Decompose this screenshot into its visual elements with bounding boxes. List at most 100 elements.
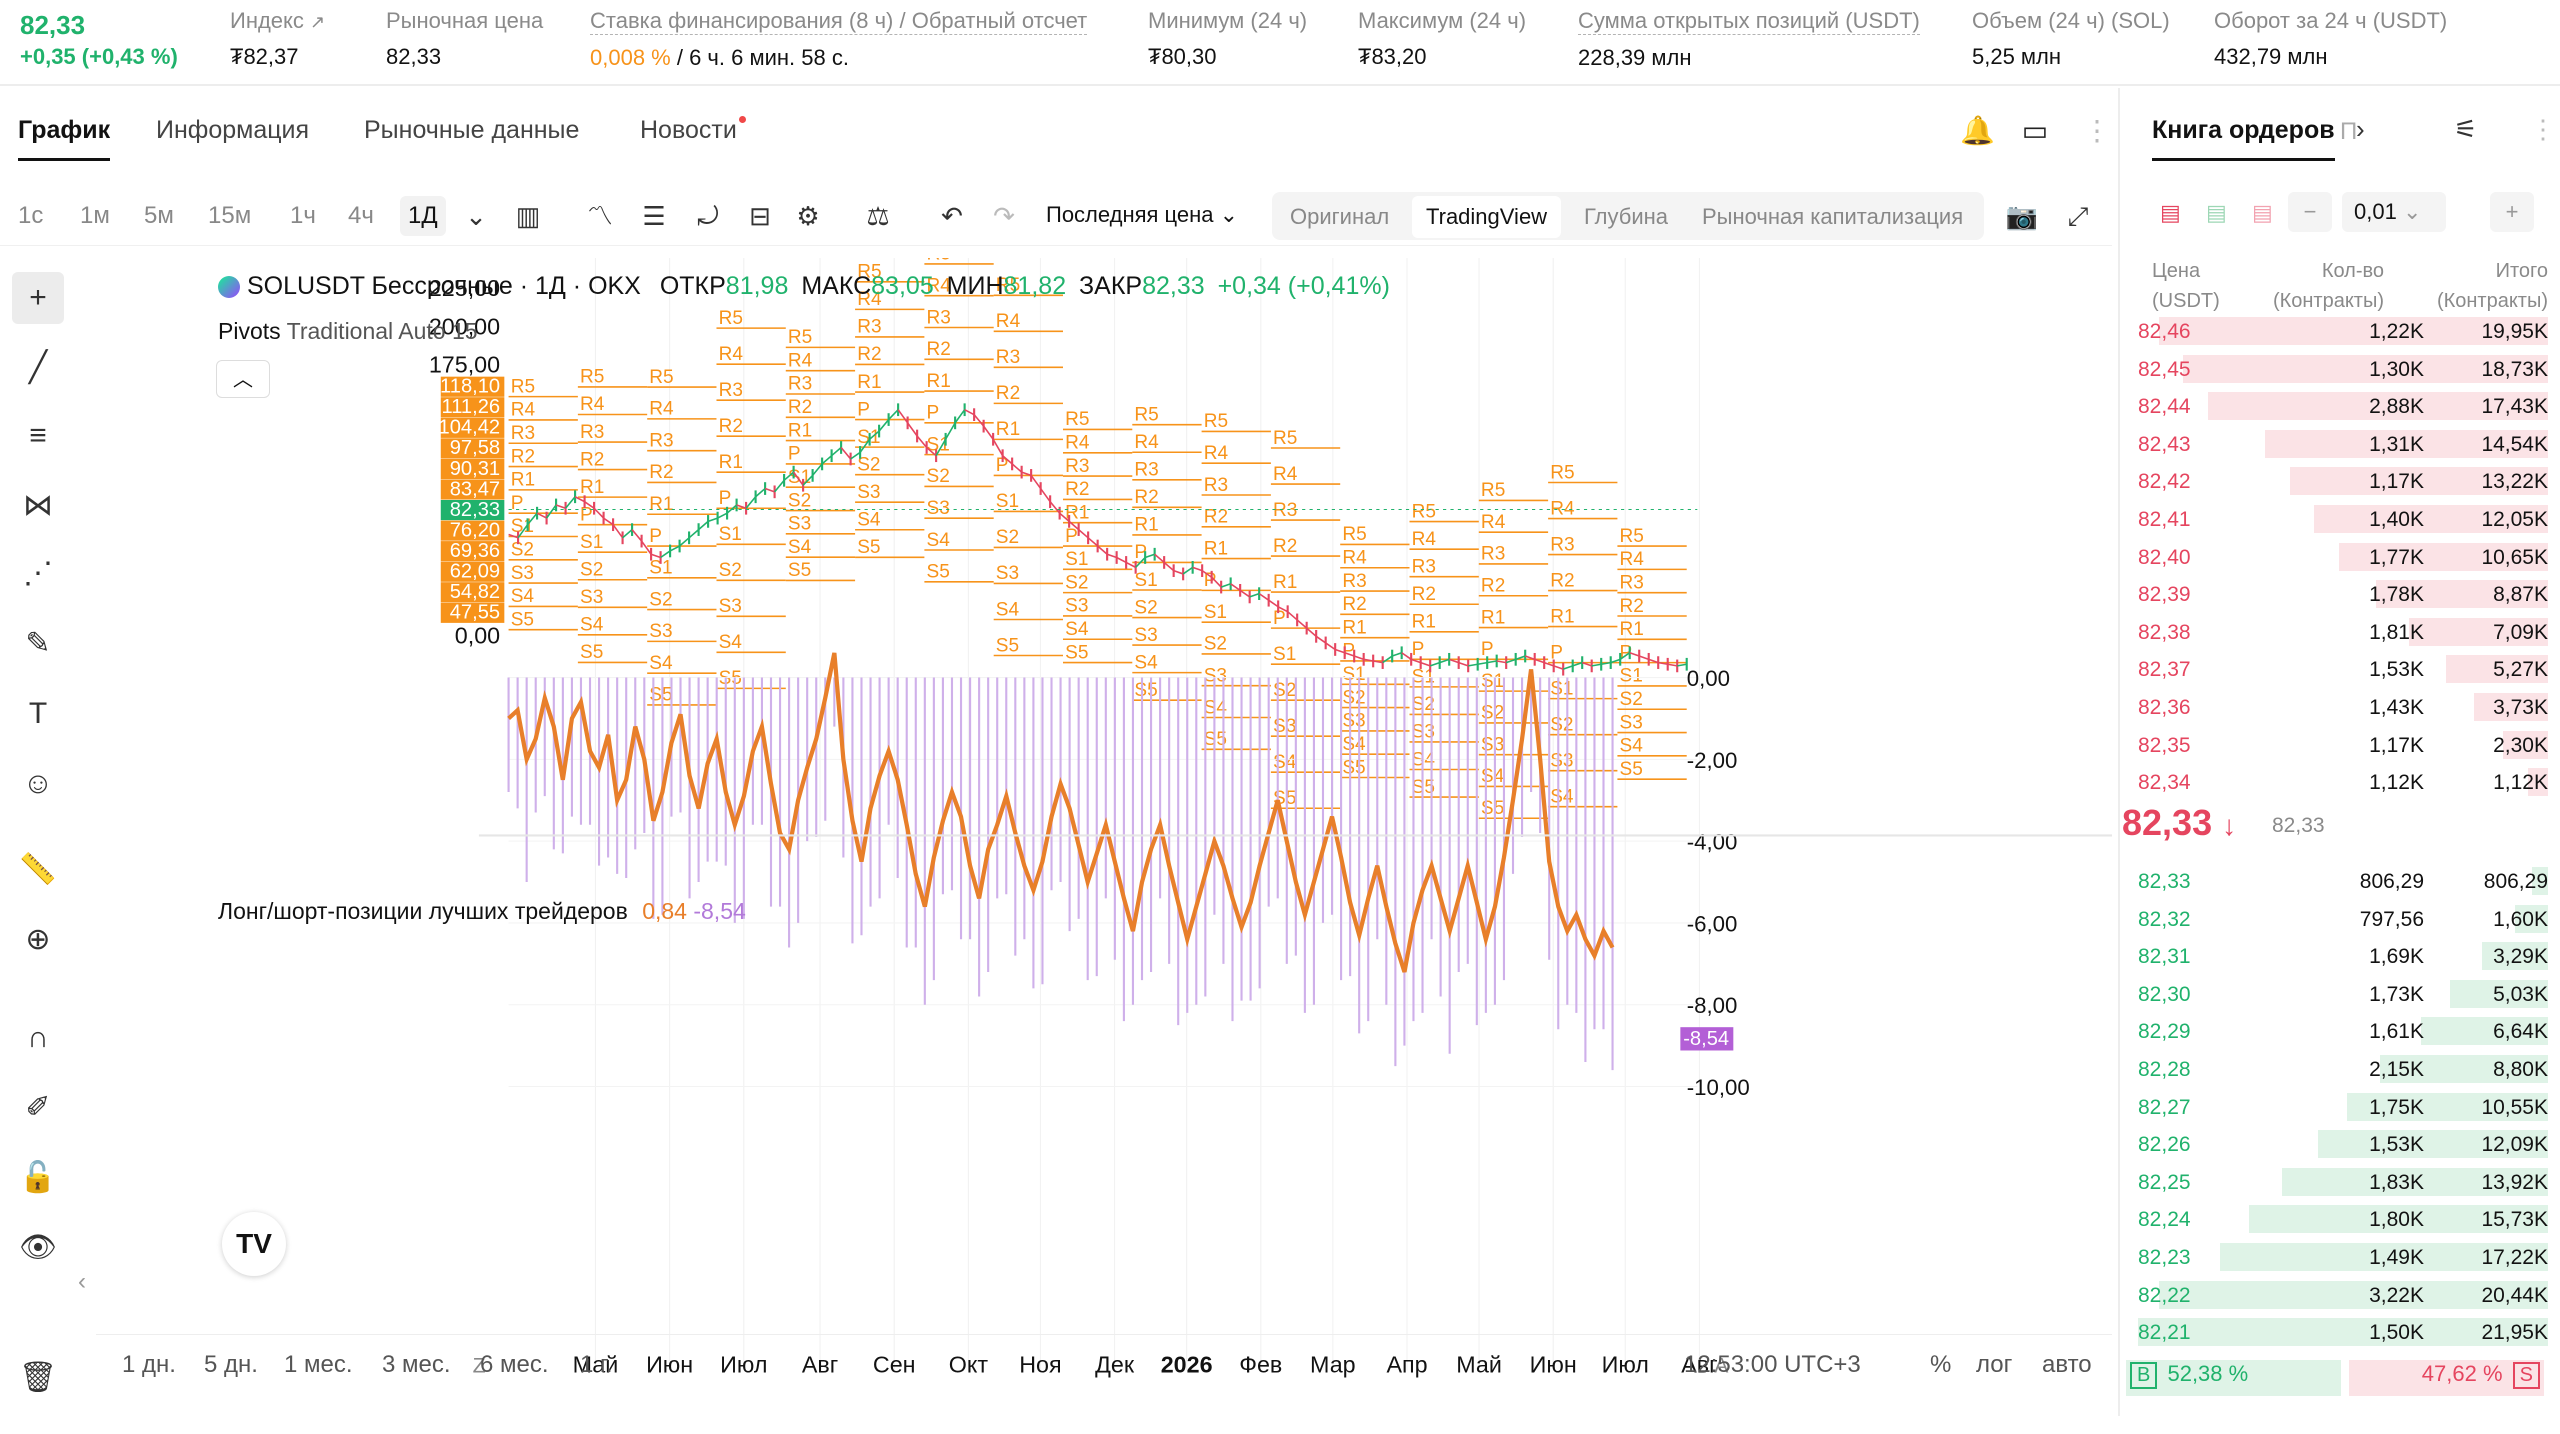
range-1y[interactable]: 1 г. <box>580 1351 613 1378</box>
bid-row[interactable]: 82,31 1,69K 3,29K <box>2138 939 2548 973</box>
brush-icon[interactable]: ✎ <box>25 627 51 660</box>
undo-icon[interactable]: ↶ <box>941 201 963 231</box>
timeframe-1d[interactable]: 1Д <box>400 196 446 236</box>
bid-row[interactable]: 82,21 1,50K 21,95K <box>2138 1315 2548 1349</box>
tab-chart[interactable]: График <box>18 116 111 161</box>
ask-row[interactable]: 82,36 1,43K 3,73K <box>2138 690 2548 724</box>
tab-info[interactable]: Информация <box>156 116 310 144</box>
timeframe-1h[interactable]: 1ч <box>290 202 316 229</box>
redo-icon[interactable]: ↷ <box>993 201 1015 231</box>
magnet-icon[interactable]: ∩ <box>27 1021 49 1054</box>
ask-row[interactable]: 82,46 1,22K 19,95K <box>2138 314 2548 348</box>
window-icon[interactable]: ▭ <box>2021 115 2049 146</box>
bid-row[interactable]: 82,30 1,73K 5,03K <box>2138 977 2548 1011</box>
sub-legend[interactable]: Лонг/шорт-позиции лучших трейдеров 0,84 … <box>218 898 746 925</box>
external-link-icon[interactable]: ↗ <box>310 12 326 32</box>
bid-row[interactable]: 82,32 797,56 1,60K <box>2138 902 2548 936</box>
chevron-right-icon[interactable]: › <box>2356 114 2365 144</box>
horizontal-lines-icon[interactable]: ≡ <box>29 419 47 452</box>
gear-icon[interactable]: ⚙ <box>796 201 820 231</box>
stat-label[interactable]: Сумма открытых позиций (USDT) <box>1578 8 1920 35</box>
bid-row[interactable]: 82,28 2,15K 8,80K <box>2138 1052 2548 1086</box>
ask-row[interactable]: 82,39 1,78K 8,87K <box>2138 577 2548 611</box>
stat-label[interactable]: Ставка финансирования (8 ч) / Обратный о… <box>590 8 1088 35</box>
bid-row[interactable]: 82,33 806,29 806,29 <box>2138 864 2548 898</box>
fib-icon[interactable]: ⋰ <box>23 557 53 590</box>
tab-order-book[interactable]: Книга ордеров <box>2152 116 2335 161</box>
bid-row[interactable]: 82,23 1,49K 17,22K <box>2138 1240 2548 1274</box>
view-both-icon[interactable]: ▤ <box>2160 200 2181 225</box>
bell-icon[interactable]: 🔔 <box>1960 115 1995 146</box>
log-toggle[interactable]: лог <box>1976 1351 2013 1378</box>
ruler-icon[interactable]: 📏 <box>19 853 57 886</box>
bid-row[interactable]: 82,29 1,61K 6,64K <box>2138 1014 2548 1048</box>
crosshair-icon[interactable]: + <box>12 272 64 324</box>
ask-row[interactable]: 82,34 1,12K 1,12K <box>2138 765 2548 799</box>
ask-row[interactable]: 82,45 1,30K 18,73K <box>2138 352 2548 386</box>
percent-toggle[interactable]: % <box>1930 1351 1952 1378</box>
range-6m[interactable]: 6 мес. <box>480 1351 549 1378</box>
bid-row[interactable]: 82,24 1,80K 15,73K <box>2138 1202 2548 1236</box>
replay-icon[interactable]: ⤾ <box>697 201 719 231</box>
step-select[interactable]: 0,01 ⌄ <box>2342 192 2446 232</box>
ask-row[interactable]: 82,37 1,53K 5,27K <box>2138 652 2548 686</box>
emoji-icon[interactable]: ☺ <box>22 767 54 800</box>
chevron-left-icon[interactable]: ‹ <box>78 1268 86 1295</box>
candles-icon[interactable]: ▥ <box>515 201 541 231</box>
text-icon[interactable]: T <box>28 697 48 730</box>
view-asks-icon[interactable]: ▤ <box>2252 200 2273 225</box>
template-icon[interactable]: ⊟ <box>749 201 771 231</box>
bid-row[interactable]: 82,22 3,22K 20,44K <box>2138 1278 2548 1312</box>
ask-row[interactable]: 82,41 1,40K 12,05K <box>2138 502 2548 536</box>
view-bids-icon[interactable]: ▤ <box>2206 200 2227 225</box>
trend-line-icon[interactable]: ╱ <box>28 351 48 384</box>
zoom-in-icon[interactable]: ⊕ <box>25 923 51 956</box>
camera-icon[interactable]: 📷 <box>2005 201 2039 231</box>
tab-news[interactable]: Новости <box>640 116 746 145</box>
timeframe-1s[interactable]: 1с <box>18 202 44 229</box>
timeframe-5m[interactable]: 5м <box>144 202 174 229</box>
ask-row[interactable]: 82,42 1,17K 13,22K <box>2138 464 2548 498</box>
lock-drawing-icon[interactable]: ✐ <box>25 1091 51 1124</box>
tab-trades[interactable]: П <box>2340 118 2358 145</box>
timeframe-1m[interactable]: 1м <box>80 202 110 229</box>
bid-row[interactable]: 82,25 1,83K 13,92K <box>2138 1165 2548 1199</box>
ask-row[interactable]: 82,35 1,17K 2,30K <box>2138 728 2548 762</box>
tab-market-data[interactable]: Рыночные данные <box>364 116 580 144</box>
bid-row[interactable]: 82,26 1,53K 12,09K <box>2138 1127 2548 1161</box>
list-icon[interactable]: ☰ <box>642 201 666 231</box>
lock-icon[interactable]: 🔓 <box>19 1161 57 1194</box>
last-trade-price[interactable]: 82,33 ↓ <box>2122 802 2236 844</box>
sliders-icon[interactable]: ⚟ <box>2454 114 2478 144</box>
view-tradingview[interactable]: TradingView <box>1412 196 1562 238</box>
price-chart[interactable]: R5R4R3R2R1PS1S2S3S4S5R5R4R3R2R1PS1S2S3S4… <box>96 258 2112 1398</box>
auto-toggle[interactable]: авто <box>2042 1351 2092 1378</box>
ask-row[interactable]: 82,38 1,81K 7,09K <box>2138 615 2548 649</box>
eye-icon[interactable]: 👁 <box>18 1231 58 1264</box>
trash-icon[interactable]: 🗑 <box>18 1361 58 1394</box>
range-5d[interactable]: 5 дн. <box>204 1351 258 1378</box>
scale-icon[interactable]: ⚖ <box>866 201 890 231</box>
fullscreen-icon[interactable]: ⤢ <box>2067 201 2089 231</box>
ask-row[interactable]: 82,44 2,88K 17,43K <box>2138 389 2548 423</box>
ask-row[interactable]: 82,43 1,31K 14,54K <box>2138 427 2548 461</box>
chevron-down-icon[interactable]: ⌄ <box>465 201 487 231</box>
drag-handle-icon[interactable]: ⋮ <box>2083 115 2111 146</box>
ask-row[interactable]: 82,40 1,77K 10,65K <box>2138 540 2548 574</box>
clock[interactable]: 12:53:00 UTC+3 <box>1684 1351 1861 1378</box>
chart-title[interactable]: SOLUSDT Бессрочные · 1Д · OKX <box>246 272 641 300</box>
drag-handle-icon[interactable]: ⋮ <box>2530 114 2556 144</box>
view-market-cap[interactable]: Рыночная капитализация <box>1702 204 1964 229</box>
decrease-step-button[interactable]: − <box>2288 192 2332 232</box>
tradingview-logo[interactable]: TV <box>222 1212 286 1276</box>
increase-step-button[interactable]: + <box>2490 192 2534 232</box>
indicators-icon[interactable]: 〽 <box>586 201 613 231</box>
view-depth[interactable]: Глубина <box>1584 204 1669 229</box>
indicator-legend[interactable]: Pivots Traditional Auto 15 <box>218 318 478 345</box>
timeframe-15m[interactable]: 15м <box>208 202 252 229</box>
pattern-icon[interactable]: ⋈ <box>23 489 53 522</box>
collapse-legend-button[interactable]: ︿ <box>216 360 270 398</box>
bid-row[interactable]: 82,27 1,75K 10,55K <box>2138 1090 2548 1124</box>
view-original[interactable]: Оригинал <box>1290 204 1390 229</box>
range-1d[interactable]: 1 дн. <box>122 1351 176 1378</box>
